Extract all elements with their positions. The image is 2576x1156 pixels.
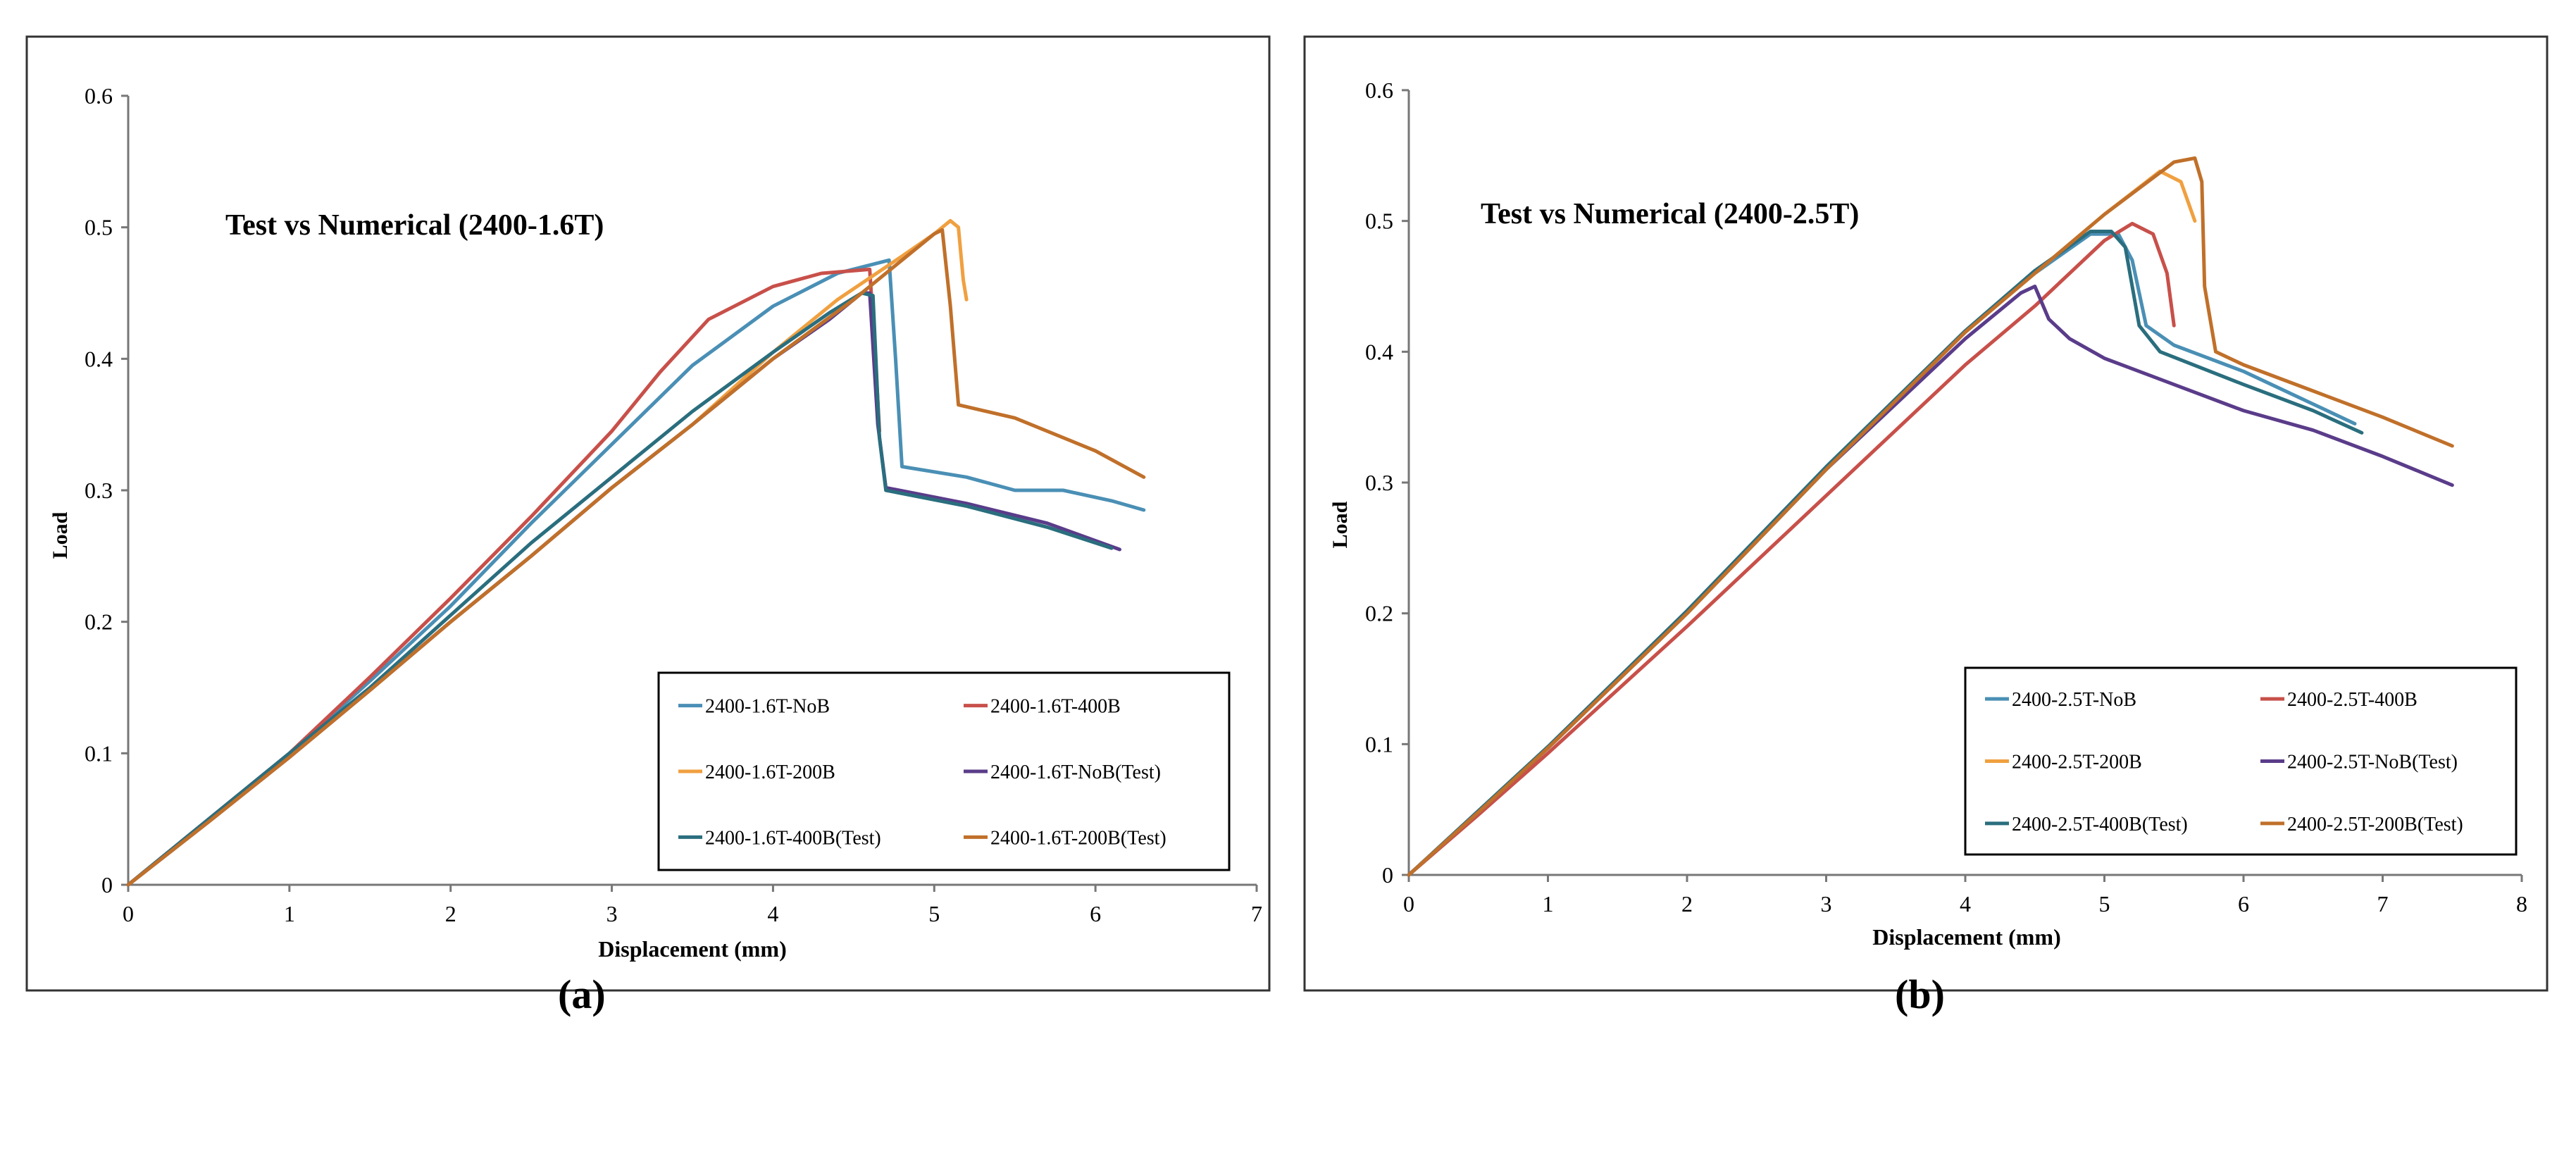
legend-box — [1964, 666, 2518, 856]
y-tick-label: 0 — [1382, 862, 1393, 888]
legend-label: 2400-1.6T-200B(Test) — [990, 827, 1166, 849]
y-tick-label: 0.5 — [85, 215, 113, 240]
x-tick-label: 5 — [928, 901, 940, 926]
chart-title: Test vs Numerical (2400-2.5T) — [1481, 198, 1859, 230]
legend-label: 2400-1.6T-NoB — [705, 696, 830, 718]
x-tick-label: 6 — [2238, 891, 2249, 916]
y-tick-label: 0.6 — [1365, 77, 1393, 103]
x-tick-label: 0 — [123, 901, 134, 926]
x-tick-label: 2 — [1681, 891, 1693, 916]
y-tick-label: 0.1 — [85, 740, 113, 766]
legend-label: 2400-1.6T-200B — [705, 762, 835, 783]
series-line-2400-2-5t-400b — [1407, 221, 2176, 877]
caption-b: (b) — [1895, 971, 1945, 1017]
y-tick-label: 0.2 — [1365, 601, 1393, 626]
x-tick-label: 2 — [445, 901, 456, 926]
y-tick-label: 0.3 — [1365, 470, 1393, 495]
x-tick-label: 4 — [1960, 891, 1971, 916]
legend-box — [657, 671, 1231, 871]
series-line-2400-2-5t-200b-test- — [1407, 156, 2454, 877]
x-axis-label: Displacement (mm) — [598, 936, 786, 962]
x-tick-label: 4 — [767, 901, 778, 926]
x-tick-label: 6 — [1090, 901, 1101, 926]
y-tick-label: 0.6 — [85, 83, 113, 108]
legend-label: 2400-2.5T-200B(Test) — [2287, 814, 2463, 835]
y-tick-label: 0.1 — [1365, 731, 1393, 757]
legend-label: 2400-1.6T-400B — [990, 696, 1121, 718]
chart-b: 0 1 2 3 4 5 6 7 8 0 0.1 0.2 0.3 0.4 0.5 0.6 Displacement… — [1303, 35, 2549, 992]
chart-a: 0 1 2 3 4 5 6 7 0 0.1 0.2 0.3 0.4 0.5 0.6 Displacement … — [25, 35, 1271, 992]
x-tick-label: 8 — [2516, 891, 2527, 916]
legend-label: 2400-1.6T-400B(Test) — [705, 827, 881, 849]
y-tick-label: 0 — [101, 872, 113, 897]
series-line-2400-1-6t-200b-test- — [126, 228, 1146, 887]
y-tick-label: 0.4 — [1365, 339, 1393, 364]
x-tick-label: 0 — [1403, 891, 1414, 916]
y-axis-label: Load — [49, 511, 72, 559]
y-axis-label: Load — [1329, 501, 1352, 548]
legend-label: 2400-2.5T-200B — [2012, 752, 2142, 773]
legend-label: 2400-1.6T-NoB(Test) — [990, 762, 1161, 783]
series-line-2400-1-6t-nob — [126, 258, 1146, 887]
caption-a: (a) — [558, 971, 606, 1017]
y-tick-label: 0.3 — [85, 478, 113, 503]
x-axis-label: Displacement (mm) — [1872, 924, 2060, 950]
legend-label: 2400-2.5T-400B — [2287, 689, 2418, 711]
y-tick-label: 0.2 — [85, 609, 113, 635]
series-line-2400-1-6t-400b-test- — [126, 291, 1114, 887]
x-tick-label: 5 — [2099, 891, 2110, 916]
x-tick-label: 3 — [606, 901, 618, 926]
chart-title: Test vs Numerical (2400-1.6T) — [225, 209, 604, 242]
x-tick-label: 1 — [284, 901, 295, 926]
legend-label: 2400-2.5T-NoB — [2012, 689, 2136, 711]
y-tick-label: 0.4 — [85, 346, 113, 371]
legend-label: 2400-2.5T-400B(Test) — [2012, 814, 2188, 835]
x-tick-label: 7 — [1251, 901, 1262, 926]
legend-label: 2400-2.5T-NoB(Test) — [2287, 752, 2458, 773]
y-tick-label: 0.5 — [1365, 209, 1393, 234]
x-tick-label: 1 — [1543, 891, 1554, 916]
x-tick-label: 7 — [2377, 891, 2389, 916]
x-tick-label: 3 — [1821, 891, 1832, 916]
